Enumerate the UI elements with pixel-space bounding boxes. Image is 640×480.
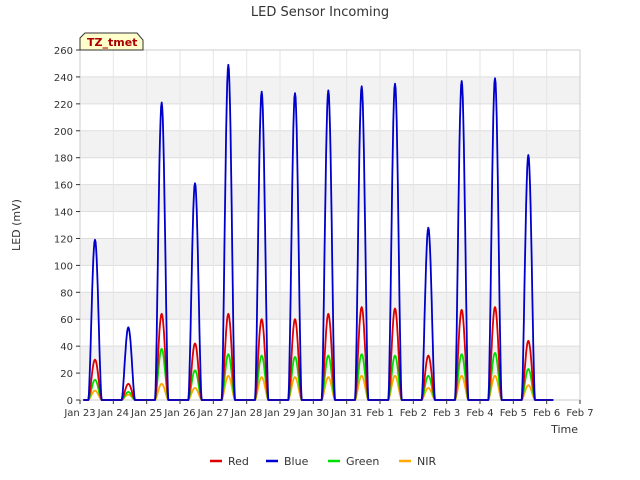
y-tick-label: 240 [54,73,73,84]
site-badge-label: TZ_tmet [87,36,137,49]
site-badge-box [79,32,144,51]
legend: Red Blue Green NIR [210,455,436,468]
x-tick-label: Jan 25 [130,408,162,419]
plot-band [80,292,580,320]
series-line-blue [83,63,554,401]
plot-frame [79,49,581,401]
legend-item-red: Red [210,455,249,468]
legend-item-blue: Blue [266,455,309,468]
legend-item-green: Green [328,455,379,468]
y-tick-label: 160 [54,181,73,192]
site-badge: TZ_tmet [79,32,144,51]
x-axis-label: Time [550,423,578,436]
x-tick-label: Jan 24 [97,408,129,419]
legend-label: Red [228,455,249,468]
y-tick-label: 260 [54,46,73,57]
y-tick-label: 140 [54,208,73,219]
y-axis-ticks: 0 20 40 60 80 100 120 140 160 180 200 220 240 260 [54,46,80,407]
y-tick-label: 180 [54,154,73,165]
plot-band [80,184,580,212]
x-tick-label: Feb 7 [566,408,593,419]
x-tick-label: Feb 5 [500,408,527,419]
x-axis-ticks: Jan 23 Jan 24 Jan 25 Jan 26 Jan 27 Jan 28 Jan … [63,400,594,419]
x-tick-label: Jan 28 [230,408,262,419]
plot-band [80,238,580,266]
legend-item-nir: NIR [399,455,436,468]
y-tick-label: 100 [54,261,73,272]
x-tick-label: Feb 2 [400,408,427,419]
x-tick-label: Feb 1 [366,408,393,419]
x-tick-label: Jan 23 [63,408,95,419]
y-tick-label: 220 [54,100,73,111]
y-tick-label: 60 [60,315,73,326]
y-tick-label: 0 [67,396,73,407]
legend-label: Blue [284,455,309,468]
y-axis-label: LED (mV) [10,199,23,251]
series-line-nir [83,374,554,401]
x-tick-label: Feb 3 [433,408,460,419]
x-tick-label: Jan 27 [197,408,229,419]
chart-title: LED Sensor Incoming [251,5,389,20]
y-tick-label: 120 [54,234,73,245]
x-tick-label: Feb 6 [533,408,560,419]
x-tick-label: Jan 29 [263,408,295,419]
legend-label: Green [346,455,379,468]
y-tick-label: 40 [60,342,73,353]
y-tick-label: 20 [60,369,73,380]
x-tick-label: Jan 31 [330,408,362,419]
y-tick-label: 200 [54,127,73,138]
x-tick-label: Jan 26 [163,408,195,419]
series-layer [83,63,554,401]
legend-label: NIR [417,455,436,468]
x-tick-label: Feb 4 [466,408,493,419]
y-tick-label: 80 [60,288,73,299]
x-tick-label: Jan 30 [297,408,329,419]
